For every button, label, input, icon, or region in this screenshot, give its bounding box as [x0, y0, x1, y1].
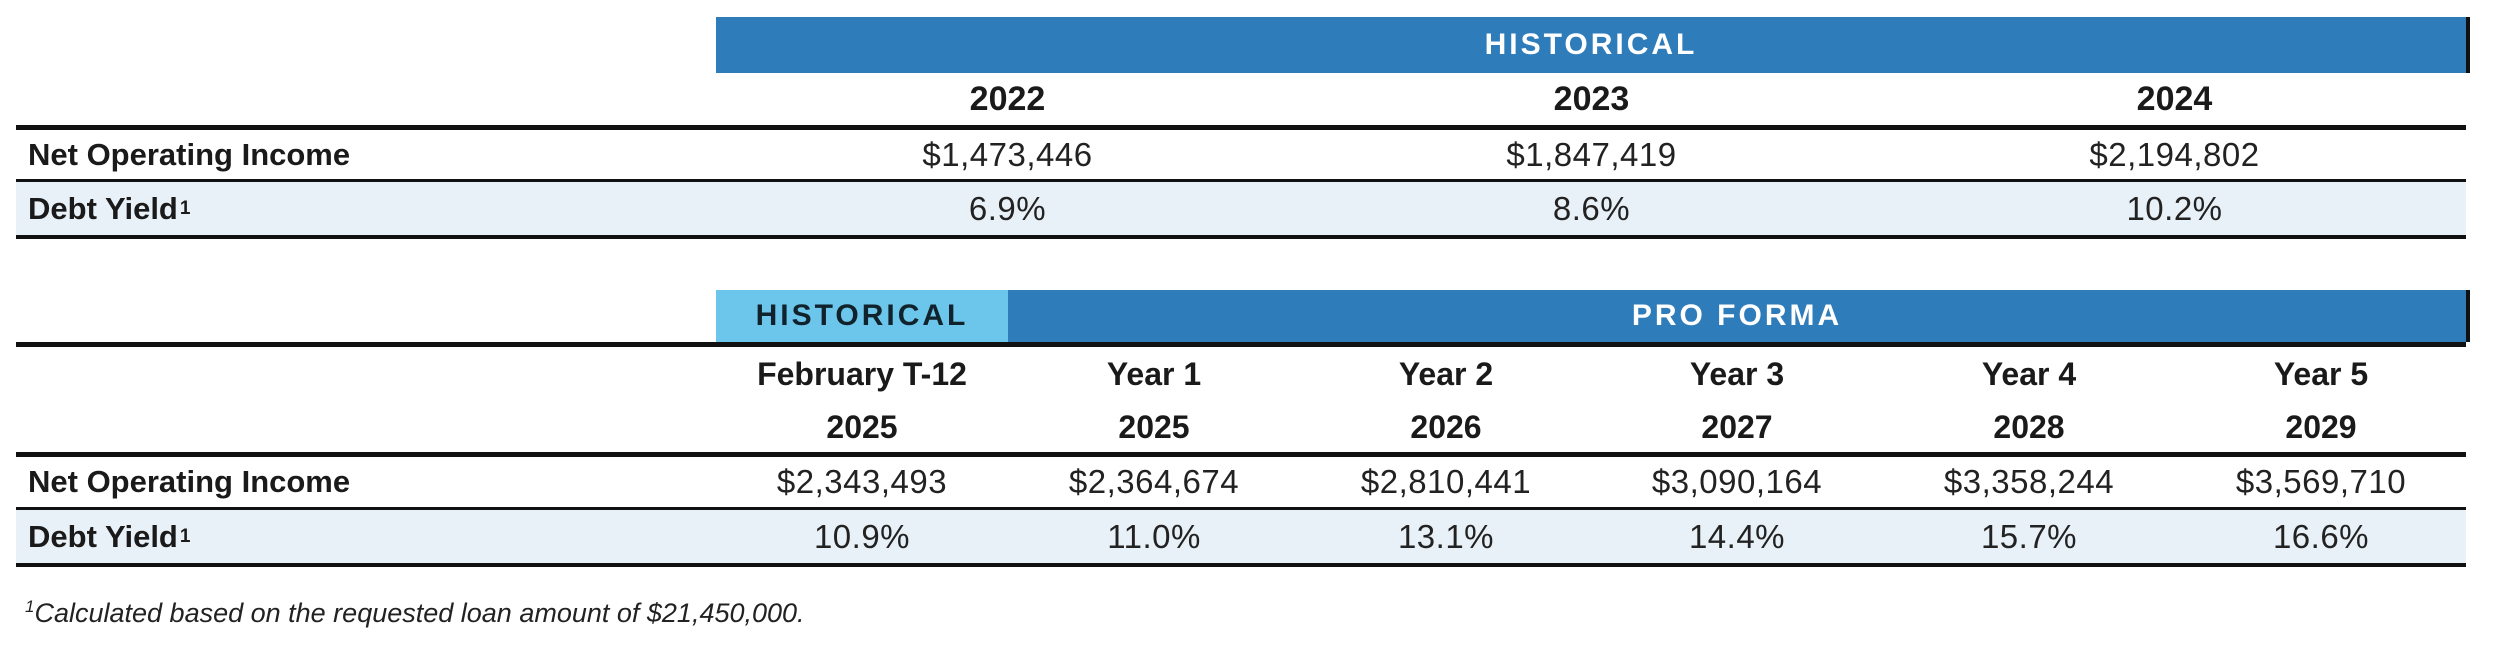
table2-dy-year1: 11.0%: [1107, 517, 1201, 555]
table1-debt-yield-row-tint: [16, 182, 2466, 235]
table1-rule-mid: [16, 179, 2466, 182]
table2-col-header-feb-t12: February T-12: [757, 356, 967, 392]
table2-col-subheader-2026: 2026: [1410, 408, 1482, 445]
table2-noi-year4: $3,358,244: [1943, 463, 2115, 500]
table1-noi-label-text: Net Operating Income: [28, 136, 351, 172]
table2-dy-label-text: Debt Yield: [28, 518, 178, 554]
table2-col-header-year3: Year 3: [1689, 356, 1785, 392]
table2-noi-feb-t12: $2,343,493: [776, 463, 948, 500]
table1-row-label-debt-yield: Debt Yield 1: [28, 190, 191, 226]
table2-col-header-year5: Year 5: [2273, 356, 2369, 392]
table2-dy-year3: 14.4%: [1688, 517, 1786, 555]
table2-historical-label: HISTORICAL: [755, 299, 969, 332]
table2-dy-year5: 16.6%: [2272, 517, 2370, 555]
table2-col-subheader-2025a: 2025: [826, 408, 898, 445]
table1-group-header-label: HISTORICAL: [1484, 28, 1698, 61]
table2-rule-mid: [16, 507, 2466, 510]
footnote: 1Calculated based on the requested loan …: [25, 598, 805, 629]
table2-noi-label-text: Net Operating Income: [28, 464, 351, 499]
table2-rule-under-groups: [16, 342, 2466, 347]
table2-dy-feb-t12: 10.9%: [813, 517, 911, 555]
table2-group-header-pro-forma: PRO FORMA: [1008, 290, 2470, 342]
table2-col-header-year4: Year 4: [1981, 356, 2077, 392]
table2-group-header-historical: HISTORICAL: [716, 290, 1008, 342]
table2-pro-forma-label: PRO FORMA: [1631, 299, 1843, 332]
table1-dy-2023: 8.6%: [1552, 189, 1631, 227]
table2-col-header-year2: Year 2: [1398, 356, 1494, 392]
table2-col-header-year1: Year 1: [1106, 356, 1202, 392]
table2-dy-year2: 13.1%: [1397, 517, 1495, 555]
table1-col-header-2024: 2024: [2136, 79, 2213, 118]
table1-col-header-2022: 2022: [969, 79, 1046, 118]
table1-rule-top: [16, 125, 2466, 130]
table2-debt-yield-row-tint: [16, 510, 2466, 563]
table1-group-header-historical: HISTORICAL: [716, 17, 2470, 73]
table1-dy-2024: 10.2%: [2126, 189, 2223, 227]
table2-noi-year3: $3,090,164: [1651, 463, 1823, 500]
table1-noi-2023: $1,847,419: [1506, 135, 1677, 173]
table2-col-subheader-2027: 2027: [1701, 408, 1773, 445]
table1-dy-2022: 6.9%: [968, 189, 1047, 227]
table2-rule-under-headers: [16, 452, 2466, 457]
footnote-sup: 1: [25, 597, 35, 616]
table2-rule-bottom: [16, 563, 2466, 567]
table2-row-label-debt-yield: Debt Yield 1: [28, 518, 191, 554]
table2-col-subheader-2029: 2029: [2285, 408, 2357, 445]
table2-noi-year1: $2,364,674: [1068, 463, 1240, 500]
table2-dy-year4: 15.7%: [1980, 517, 2078, 555]
table2-noi-year5: $3,569,710: [2235, 463, 2407, 500]
table1-dy-label-text: Debt Yield: [28, 190, 178, 226]
table2-noi-year2: $2,810,441: [1360, 463, 1532, 500]
table1-noi-2022: $1,473,446: [922, 135, 1093, 173]
table1-col-header-2023: 2023: [1553, 79, 1630, 118]
table1-noi-2024: $2,194,802: [2089, 135, 2260, 173]
table2-col-subheader-2025b: 2025: [1118, 408, 1190, 445]
table2-col-subheader-2028: 2028: [1993, 408, 2065, 445]
table1-rule-bottom: [16, 235, 2466, 239]
footnote-text: Calculated based on the requested loan a…: [34, 598, 805, 628]
table2-row-label-noi: Net Operating Income: [28, 457, 352, 507]
table1-row-label-noi: Net Operating Income: [28, 130, 352, 179]
